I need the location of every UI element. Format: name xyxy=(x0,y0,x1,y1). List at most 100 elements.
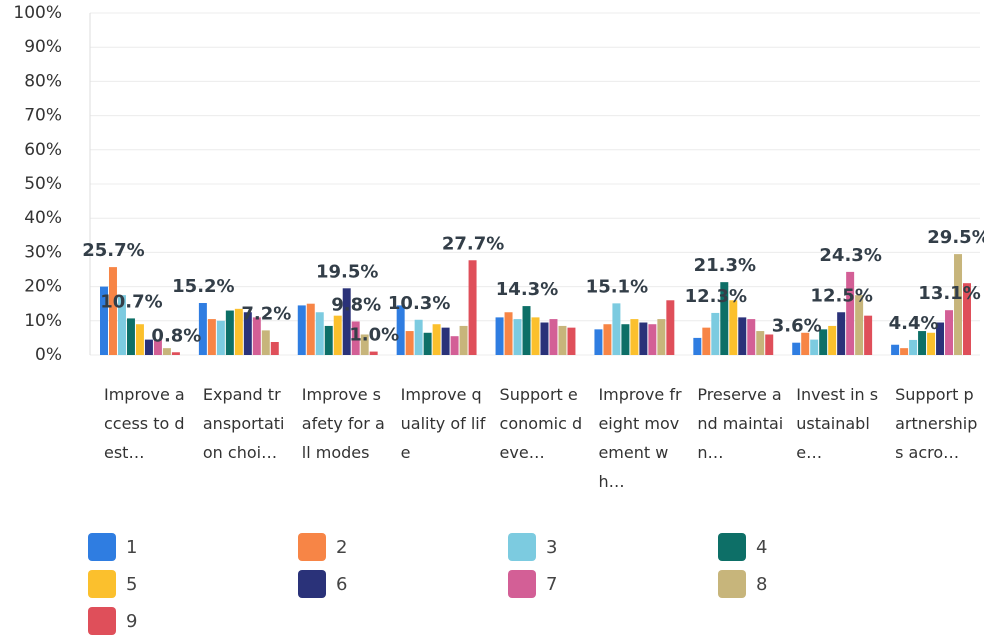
bar xyxy=(270,342,279,355)
bar xyxy=(621,324,630,355)
legend-swatch xyxy=(88,533,116,561)
value-label: 9.8% xyxy=(331,294,381,315)
bar xyxy=(801,332,810,355)
value-label: 1.0% xyxy=(349,325,399,346)
x-tick-label: Support partnerships acro… xyxy=(895,385,978,462)
bar xyxy=(468,260,477,355)
bar xyxy=(837,312,846,355)
bar xyxy=(225,310,234,355)
bar xyxy=(765,334,774,355)
bar xyxy=(198,303,207,355)
legend-label: 8 xyxy=(756,573,768,595)
bar xyxy=(567,327,576,355)
value-label: 4.4% xyxy=(889,313,939,334)
value-label: 3.6% xyxy=(772,316,822,337)
legend-label: 7 xyxy=(546,573,558,595)
bar xyxy=(162,348,171,355)
legend-label: 5 xyxy=(126,573,138,595)
bar xyxy=(738,317,747,355)
legend-item: 1 xyxy=(88,533,137,561)
legend-swatch xyxy=(508,570,536,598)
legend-item: 6 xyxy=(298,570,347,598)
value-label: 12.5% xyxy=(810,285,872,306)
bar xyxy=(405,331,414,355)
bar xyxy=(414,319,423,355)
bar xyxy=(900,348,909,355)
bar xyxy=(207,319,216,355)
value-label: 25.7% xyxy=(82,240,144,261)
bar xyxy=(450,336,459,355)
bar xyxy=(945,310,954,355)
bar xyxy=(297,305,306,355)
y-tick-label: 30% xyxy=(24,242,62,262)
bar xyxy=(711,312,720,355)
value-label: 27.7% xyxy=(442,233,504,254)
bar xyxy=(504,312,513,355)
x-tick-label: Preserve and maintain… xyxy=(697,385,784,462)
y-tick-label: 100% xyxy=(13,3,62,23)
value-label: 15.1% xyxy=(586,276,648,297)
bar xyxy=(117,295,126,355)
bar xyxy=(324,325,333,355)
bar xyxy=(855,295,864,355)
bar xyxy=(819,329,828,355)
legend-swatch xyxy=(298,533,326,561)
bar xyxy=(792,342,801,355)
bar xyxy=(144,339,153,355)
bar xyxy=(954,254,963,355)
bar xyxy=(864,315,873,355)
bar xyxy=(252,317,261,355)
bar xyxy=(747,319,756,355)
legend-swatch xyxy=(298,570,326,598)
y-tick-label: 70% xyxy=(24,106,62,126)
bar xyxy=(549,319,558,355)
value-label: 10.3% xyxy=(388,293,450,314)
bar xyxy=(513,319,522,355)
bar xyxy=(369,351,378,355)
bar xyxy=(360,334,369,355)
bar xyxy=(396,305,405,355)
bar xyxy=(135,324,144,355)
bar xyxy=(333,315,342,355)
bar xyxy=(171,352,180,355)
x-tick-label: Improve freight movement wh… xyxy=(598,385,682,491)
legend-item: 5 xyxy=(88,570,137,598)
bar xyxy=(594,329,603,355)
bar xyxy=(261,330,270,355)
legend-item: 8 xyxy=(718,570,767,598)
bar xyxy=(828,325,837,355)
bar xyxy=(702,327,711,355)
bar xyxy=(810,339,819,355)
y-tick-label: 80% xyxy=(24,71,62,91)
x-tick-label: Improve safety for all modes xyxy=(301,385,385,462)
bar xyxy=(648,324,657,355)
bar xyxy=(459,325,468,355)
bar xyxy=(927,332,936,355)
value-label: 13.1% xyxy=(918,283,980,304)
bar xyxy=(693,337,702,355)
value-label: 19.5% xyxy=(316,261,378,282)
value-label: 21.3% xyxy=(694,255,756,276)
legend-swatch xyxy=(718,570,746,598)
legend-item: 3 xyxy=(508,533,557,561)
y-tick-label: 40% xyxy=(24,208,62,228)
value-label: 7.2% xyxy=(241,303,291,324)
bar xyxy=(639,322,648,355)
y-tick-label: 0% xyxy=(35,345,62,365)
legend-item: 7 xyxy=(508,570,557,598)
bar xyxy=(846,271,855,355)
value-label: 29.5% xyxy=(927,227,984,248)
bar xyxy=(756,331,765,355)
x-tick-label: Invest in sustainable… xyxy=(796,385,879,462)
bar xyxy=(720,282,729,355)
bar xyxy=(495,317,504,355)
bar xyxy=(315,312,324,355)
bar xyxy=(108,267,117,355)
y-tick-label: 50% xyxy=(24,174,62,194)
bar xyxy=(729,300,738,355)
value-label: 24.3% xyxy=(819,245,881,266)
y-tick-label: 10% xyxy=(24,311,62,331)
bar xyxy=(351,321,360,355)
bar xyxy=(423,332,432,355)
legend-swatch xyxy=(718,533,746,561)
